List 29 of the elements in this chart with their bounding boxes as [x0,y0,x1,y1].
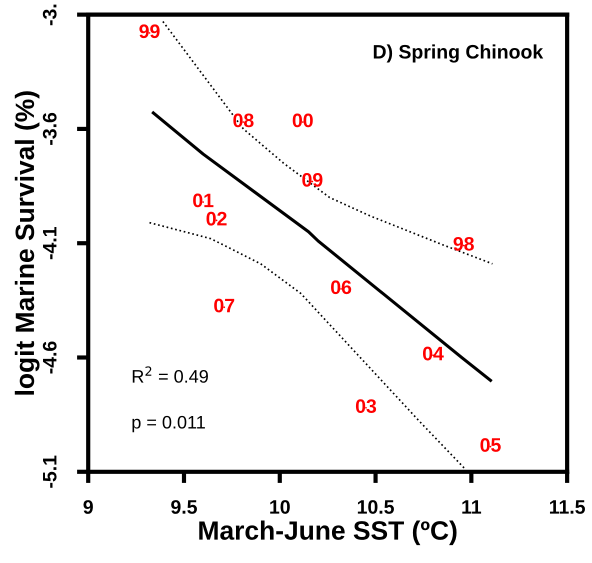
annotation: 08 [233,114,254,128]
annotation: 04 [422,346,444,360]
annotation: R$^{2}$ = 0.49 [132,366,208,383]
y-tick-label: -3. [42,4,57,26]
annotation: 01 [193,194,214,208]
annotation: 02 [206,212,227,226]
x-tick-label: 11.5 [550,500,585,514]
x-tick-label: 9 [83,500,93,514]
y-axis-title: logit Marine Survival (%) [14,91,40,395]
x-tick-label: 9.5 [171,500,197,514]
y-tick-label: -5.1 [43,456,57,488]
annotation: 98 [454,236,474,251]
y-tick-label: -4.6 [42,341,57,374]
x-tick-label: 10 [270,500,290,514]
annotation: 03 [356,399,376,414]
y-tick-label: -4.1 [43,227,56,260]
x-tick-label: 11 [462,500,482,514]
annotation: 06 [331,280,352,294]
annotation: 00 [292,114,313,128]
annotation: 09 [302,172,322,187]
annotation: p = 0.011 [132,416,205,432]
annotation: 07 [214,298,234,312]
annotation: 99 [139,24,160,38]
annotation: D) Spring Chinook [374,44,544,63]
line-series [152,111,492,382]
annotation: 05 [480,438,501,452]
x-tick-label: 10.5 [358,500,394,514]
y-tick-label: -3.6 [42,112,57,145]
x-axis-title: March-June SST (ºC) [199,520,457,546]
